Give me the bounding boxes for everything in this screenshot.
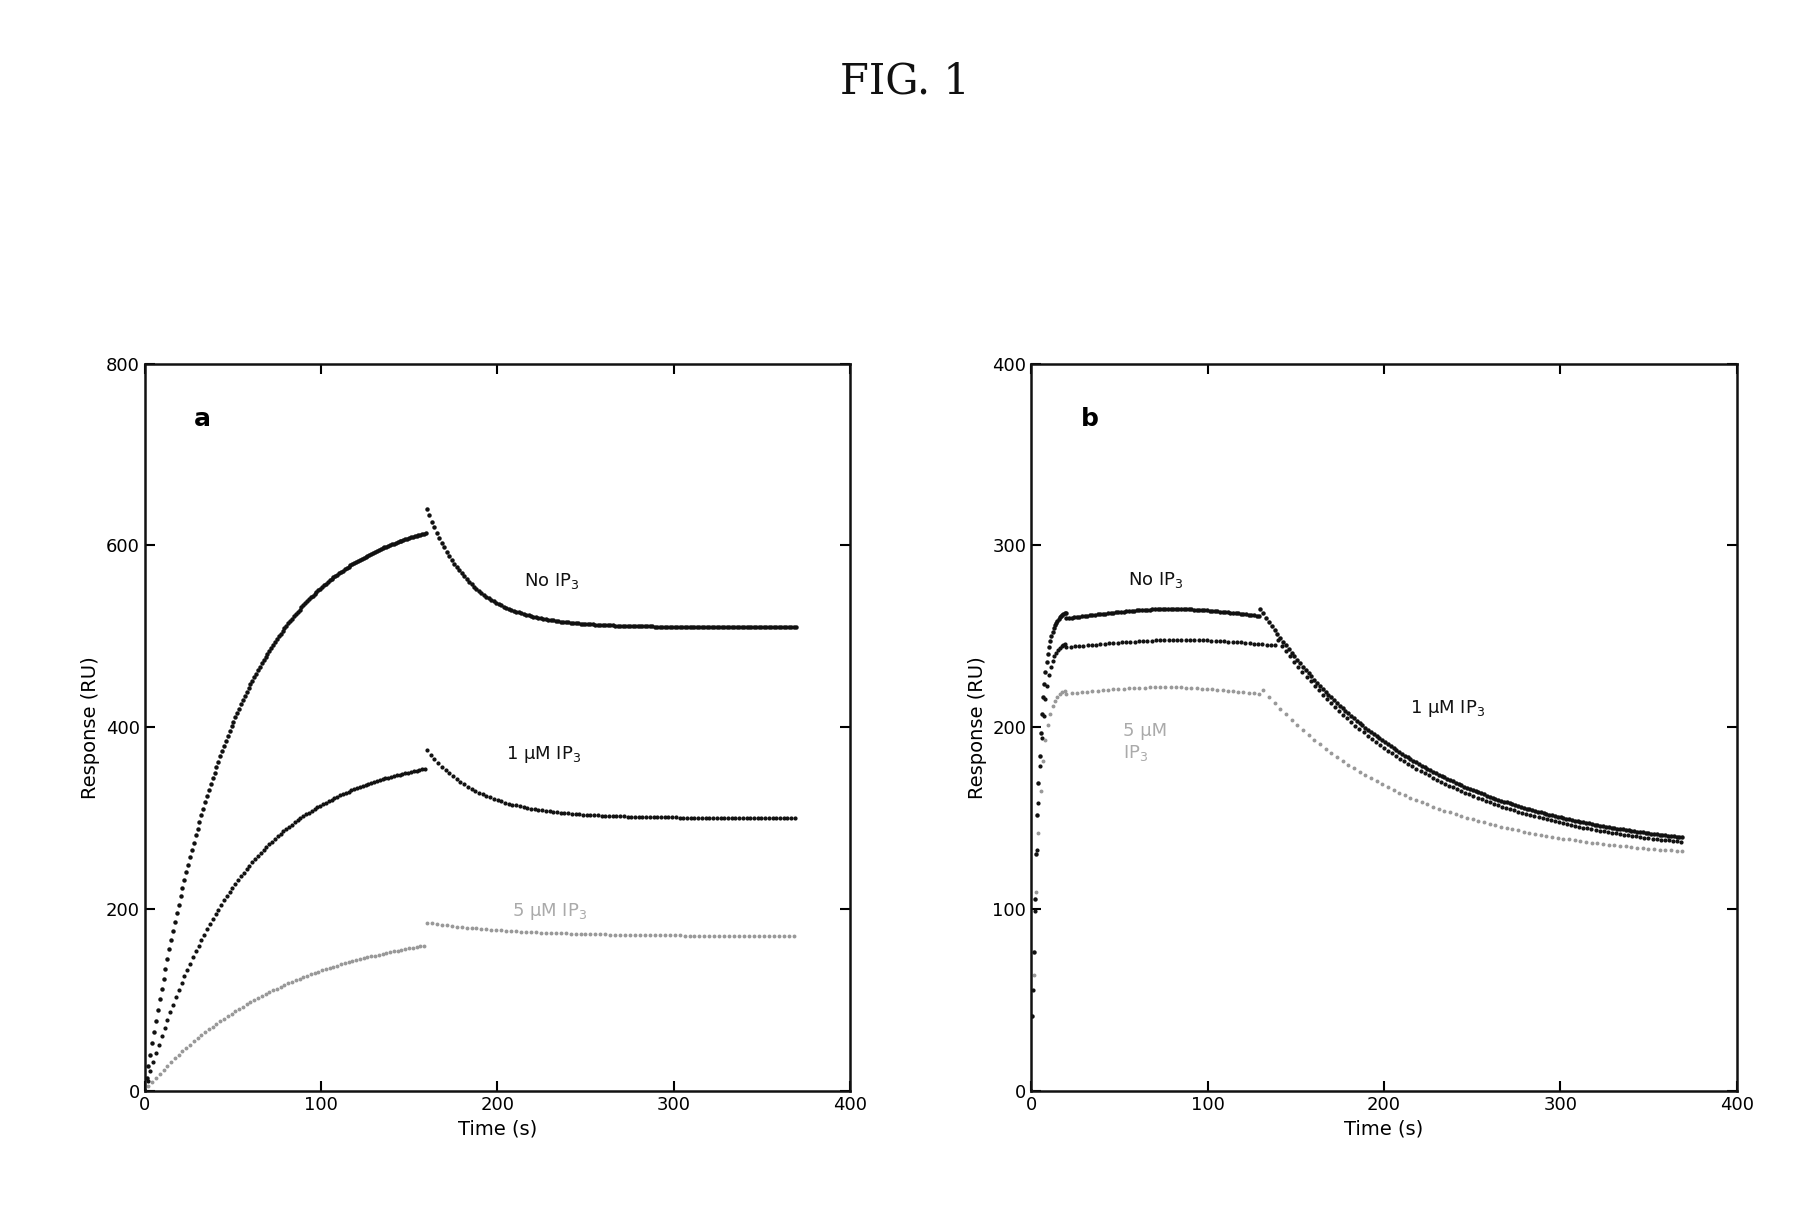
Text: a: a bbox=[194, 407, 212, 431]
Text: FIG. 1: FIG. 1 bbox=[839, 61, 970, 103]
Text: 1 μM IP$_3$: 1 μM IP$_3$ bbox=[507, 744, 581, 765]
Text: 1 μM IP$_3$: 1 μM IP$_3$ bbox=[1411, 698, 1485, 719]
Text: No IP$_3$: No IP$_3$ bbox=[1129, 571, 1183, 590]
Text: 5 μM IP$_3$: 5 μM IP$_3$ bbox=[512, 902, 586, 922]
Text: 5 μM
IP$_3$: 5 μM IP$_3$ bbox=[1123, 722, 1167, 764]
Text: No IP$_3$: No IP$_3$ bbox=[525, 571, 579, 591]
X-axis label: Time (s): Time (s) bbox=[1344, 1119, 1424, 1138]
Y-axis label: Response (RU): Response (RU) bbox=[81, 656, 99, 799]
Text: b: b bbox=[1080, 407, 1098, 431]
X-axis label: Time (s): Time (s) bbox=[458, 1119, 537, 1138]
Y-axis label: Response (RU): Response (RU) bbox=[968, 656, 986, 799]
